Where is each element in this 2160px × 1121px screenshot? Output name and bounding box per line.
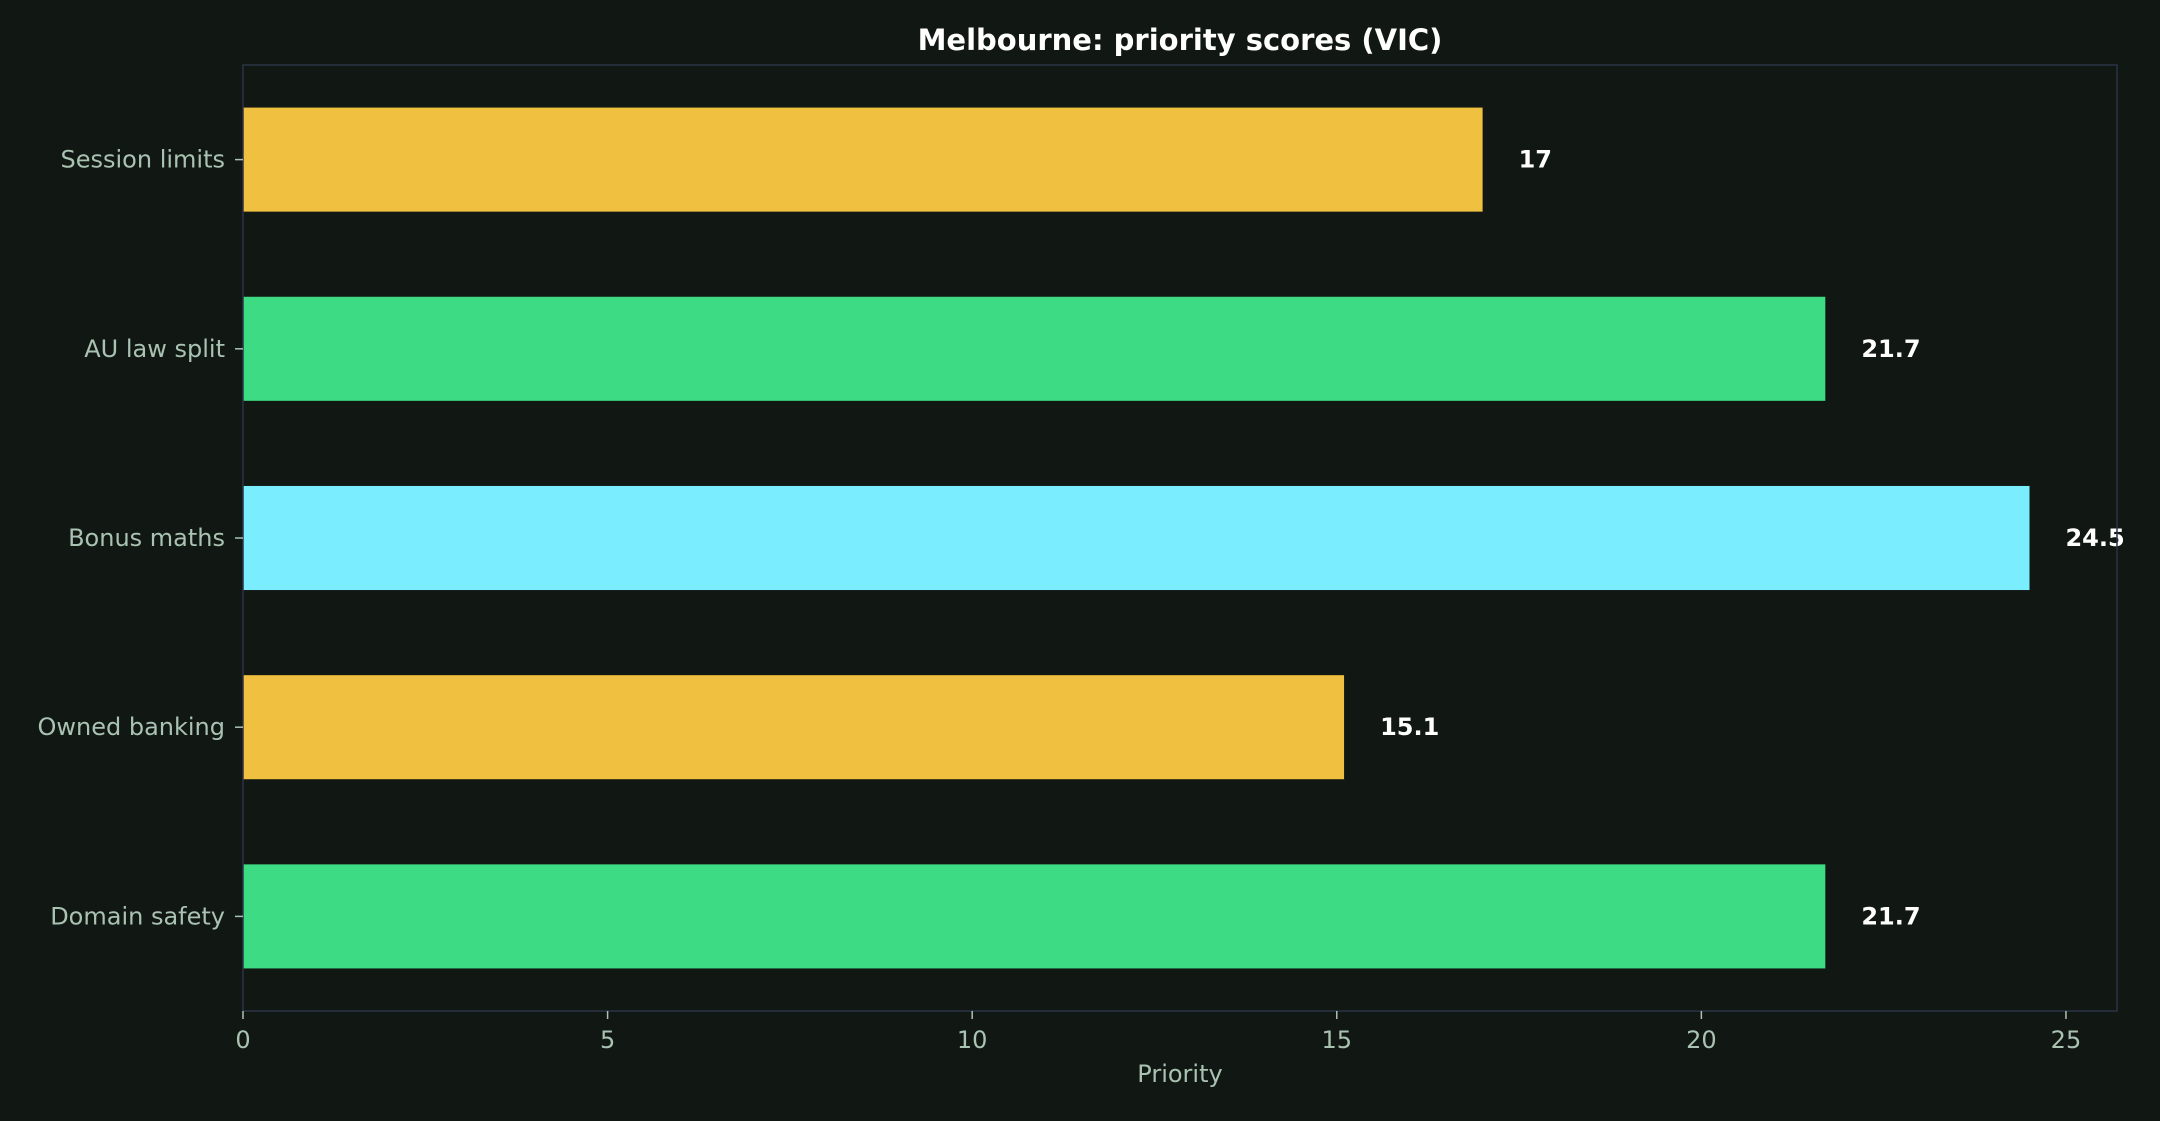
chart-title: Melbourne: priority scores (VIC) bbox=[918, 23, 1443, 57]
bar-value-label: 17 bbox=[1519, 146, 1552, 174]
category-label: AU law split bbox=[84, 335, 225, 363]
x-tick-label: 0 bbox=[235, 1026, 250, 1054]
bar-value-label: 21.7 bbox=[1861, 335, 1920, 363]
bar-owned-banking bbox=[243, 675, 1345, 780]
x-tick-label: 15 bbox=[1322, 1026, 1353, 1054]
bar-value-label: 15.1 bbox=[1380, 713, 1439, 741]
bars-layer: 17 21.7 24.5 15.1 21.7 bbox=[243, 107, 2125, 969]
category-label: Domain safety bbox=[50, 902, 225, 930]
x-tick-label: 10 bbox=[957, 1026, 988, 1054]
bar-bonus-maths bbox=[243, 485, 2030, 591]
bar-session-limits bbox=[243, 107, 1483, 212]
category-axis: Session limits AU law split Bonus maths Own… bbox=[37, 146, 243, 930]
bar-value-label: 24.5 bbox=[2065, 524, 2124, 552]
bar-au-law-split bbox=[243, 296, 1826, 401]
value-axis: 0 5 10 15 20 25 bbox=[235, 1011, 2081, 1054]
category-label: Bonus maths bbox=[68, 524, 225, 552]
category-label: Session limits bbox=[61, 146, 226, 174]
bar-value-label: 21.7 bbox=[1861, 902, 1920, 930]
bar-domain-safety bbox=[243, 864, 1826, 969]
category-label: Owned banking bbox=[37, 713, 225, 741]
x-tick-label: 25 bbox=[2051, 1026, 2082, 1054]
x-tick-label: 20 bbox=[1686, 1026, 1717, 1054]
x-tick-label: 5 bbox=[600, 1026, 615, 1054]
x-axis-label: Priority bbox=[1137, 1060, 1222, 1088]
